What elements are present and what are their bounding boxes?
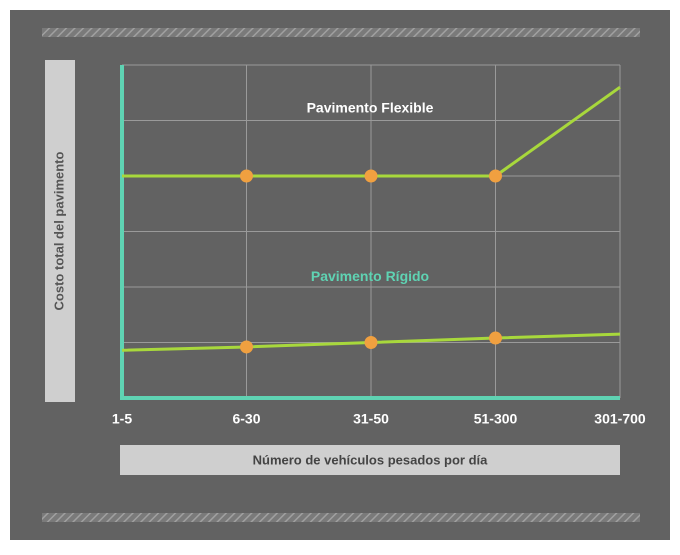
point: [240, 169, 253, 183]
series-label: Pavimento Flexible: [307, 100, 434, 116]
x-tick-label: 51-300: [474, 411, 518, 427]
y-axis-label: Costo total del pavimento: [51, 151, 66, 310]
x-tick-label: 301-700: [594, 411, 646, 427]
y-label-box: [45, 60, 75, 402]
stripe: [42, 513, 640, 522]
x-label-box: [120, 445, 620, 475]
series-label: Pavimento Rígido: [311, 268, 429, 284]
stripe: [42, 28, 640, 37]
x-axis-label: Número de vehículos pesados por día: [253, 452, 489, 467]
point: [489, 331, 502, 345]
x-tick-label: 1-5: [112, 411, 132, 427]
point: [240, 340, 253, 354]
point: [364, 336, 378, 349]
x-tick-label: 31-50: [353, 411, 389, 427]
point: [489, 169, 502, 183]
point: [364, 169, 378, 183]
x-tick-label: 6-30: [232, 411, 260, 427]
